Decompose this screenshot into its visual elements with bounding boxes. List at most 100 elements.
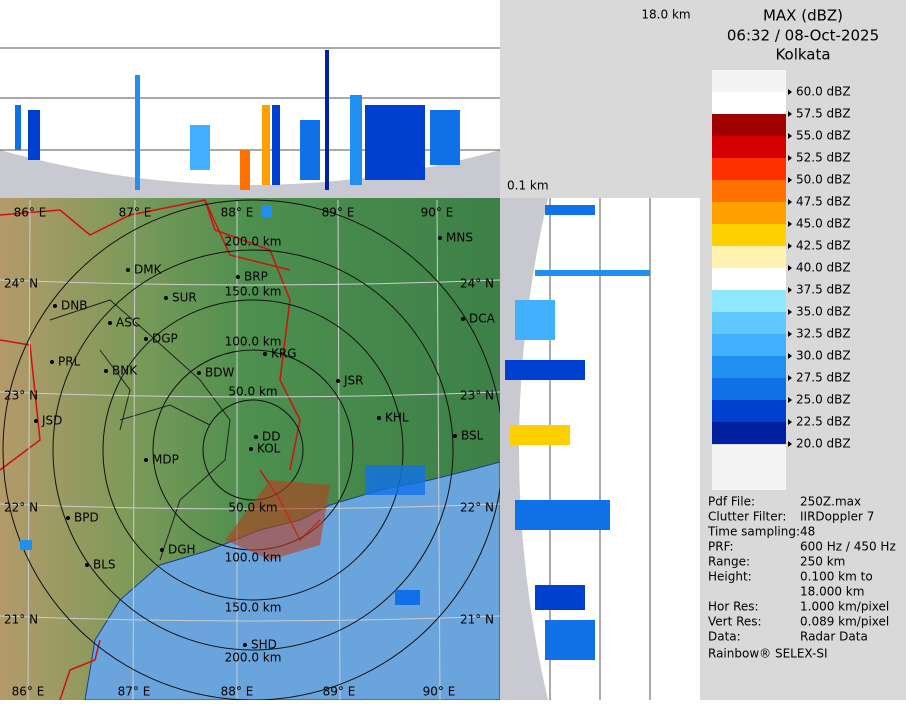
range-label: 200.0 km [225, 235, 282, 249]
city-label: ASC [116, 316, 140, 330]
legend-tick [788, 441, 792, 447]
city-dot [126, 268, 130, 272]
range-label: 50.0 km [228, 501, 277, 515]
legend-swatch [712, 356, 786, 378]
legend-tick [788, 375, 792, 381]
city-label: DD [262, 430, 280, 444]
legend-tick [788, 331, 792, 337]
city-dot [144, 337, 148, 341]
city-label: DNB [61, 299, 87, 313]
legend-tick [788, 177, 792, 183]
legend-tick [788, 287, 792, 293]
city-dot [53, 304, 57, 308]
city-label: BLS [93, 558, 116, 572]
city-label: DGP [152, 332, 178, 346]
lon-label: 90° E [423, 685, 456, 699]
lat-label: 24° N [4, 277, 38, 291]
legend-label: 37.5 dBZ [796, 283, 851, 297]
legend-label: 27.5 dBZ [796, 371, 851, 385]
site-name: Kolkata [775, 46, 830, 64]
legend-label: 22.5 dBZ [796, 415, 851, 429]
info-value: IIRDoppler 7 [800, 510, 874, 524]
legend-tick [788, 397, 792, 403]
side-echoes [505, 205, 650, 660]
city-dot [108, 321, 112, 325]
info-value: 250 km [800, 555, 845, 569]
legend-swatch [712, 268, 786, 290]
range-label: 200.0 km [225, 651, 282, 665]
city-label: JSR [343, 374, 364, 388]
legend: 60.0 dBZ 57.5 dBZ 55.0 dBZ 52.5 dBZ 50.0 dBZ… [712, 85, 851, 451]
product-title: MAX (dBZ) [763, 7, 843, 25]
city-dot [66, 516, 70, 520]
legend-label: 55.0 dBZ [796, 129, 851, 143]
legend-tick [788, 353, 792, 359]
city-label: DGH [168, 543, 196, 557]
legend-label: 60.0 dBZ [796, 85, 851, 99]
legend-swatch [712, 246, 786, 268]
city-dot [164, 296, 168, 300]
info-label: Range: [708, 555, 750, 569]
info-label: PRF: [708, 540, 734, 554]
lon-label: 89° E [323, 685, 356, 699]
city-dot [34, 419, 38, 423]
lon-label: 88° E [221, 685, 254, 699]
city-label: BRP [244, 270, 268, 284]
info-value: 250Z.max [800, 495, 861, 509]
city-dot [377, 416, 381, 420]
side-mask [500, 198, 548, 700]
info-value: 0.089 km/pixel [800, 615, 889, 629]
range-label: 100.0 km [225, 551, 282, 565]
city-dot [461, 317, 465, 321]
legend-tick [788, 111, 792, 117]
top-height-label: 18.0 km [641, 8, 690, 22]
legend-label: 45.0 dBZ [796, 217, 851, 231]
lon-label: 87° E [119, 206, 152, 220]
city-label: KRG [271, 347, 297, 361]
legend-swatch [712, 224, 786, 246]
range-label: 150.0 km [225, 601, 282, 615]
info-value: 1.000 km/pixel [800, 600, 889, 614]
lat-label: 23° N [460, 389, 494, 403]
legend-swatch [712, 158, 786, 180]
city-label: BNK [112, 364, 138, 378]
range-label: 150.0 km [225, 285, 282, 299]
legend-label: 52.5 dBZ [796, 151, 851, 165]
legend-swatch [712, 400, 786, 422]
lat-label: 23° N [4, 389, 38, 403]
legend-swatch [712, 290, 786, 312]
city-dot [236, 275, 240, 279]
map-labels: 86° E 86° E 87° E 87° E 88° E 88° E 89° E 89° E… [4, 206, 496, 699]
legend-swatch [712, 334, 786, 356]
lon-label: 89° E [322, 206, 355, 220]
legend-tick [788, 265, 792, 271]
info-value: 48 [800, 525, 815, 539]
side-height-label: 0.1 km [507, 179, 549, 193]
range-label: 100.0 km [225, 335, 282, 349]
side-grid [549, 198, 651, 700]
legend-tick [788, 243, 792, 249]
legend-swatch [712, 312, 786, 334]
city-label: DCA [469, 312, 496, 326]
city-label: JSD [41, 414, 62, 428]
city-label: SUR [172, 291, 197, 305]
legend-label: 30.0 dBZ [796, 349, 851, 363]
legend-label: 35.0 dBZ [796, 305, 851, 319]
city-label: KOL [257, 442, 281, 456]
lat-label: 24° N [460, 277, 494, 291]
city-dot [197, 371, 201, 375]
info-value: 600 Hz / 450 Hz [800, 540, 896, 554]
city-dot [453, 434, 457, 438]
info-label: Time sampling: [707, 525, 800, 539]
city-label: BSL [461, 429, 484, 443]
city-label: DMK [134, 263, 163, 277]
legend-swatch [712, 136, 786, 158]
lon-label: 86° E [14, 206, 47, 220]
city-dot [160, 548, 164, 552]
info-value: Radar Data [800, 630, 868, 644]
city-label: BDW [205, 366, 234, 380]
info-label: Pdf File: [708, 495, 755, 509]
city-label: MDP [152, 453, 179, 467]
city-dot [336, 379, 340, 383]
city-dot [243, 643, 247, 647]
